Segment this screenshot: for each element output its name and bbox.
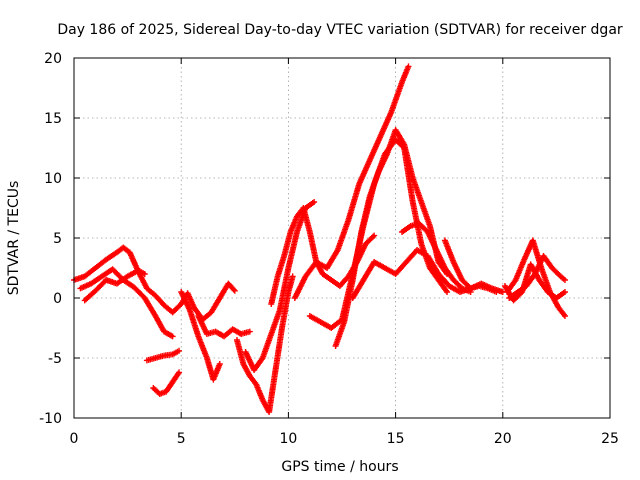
y-tick-labels: -10 -5 0 5 10 15 20 bbox=[39, 51, 62, 427]
data-point-marker bbox=[369, 233, 376, 240]
x-axis-title: GPS time / hours bbox=[281, 459, 398, 475]
x-tick-labels: 0 5 10 15 20 25 bbox=[70, 431, 619, 447]
series-track-f bbox=[178, 289, 223, 383]
series-track-o bbox=[399, 220, 474, 295]
data-point-marker bbox=[176, 347, 183, 354]
y-tick-label: 10 bbox=[44, 171, 62, 187]
data-point-marker bbox=[444, 289, 451, 295]
data-point-marker bbox=[230, 286, 237, 293]
series-track-n bbox=[349, 247, 506, 301]
series-track-q bbox=[504, 237, 568, 319]
series-track-m bbox=[332, 127, 451, 349]
x-tick-label: 0 bbox=[70, 431, 79, 447]
series-track-e bbox=[150, 369, 183, 397]
x-tick-label: 5 bbox=[177, 431, 186, 447]
series-track-h bbox=[233, 273, 296, 415]
y-tick-label: 20 bbox=[44, 51, 62, 67]
axis-ticks bbox=[73, 57, 611, 419]
data-point-marker bbox=[169, 333, 176, 340]
data-point-marker bbox=[561, 289, 568, 295]
x-tick-label: 20 bbox=[494, 431, 512, 447]
y-axis-title: SDTVAR / TECUs bbox=[6, 181, 22, 296]
y-tick-label: -5 bbox=[48, 351, 62, 367]
chart-title: Day 186 of 2025, Sidereal Day-to-day VTE… bbox=[57, 22, 623, 38]
data-point-marker bbox=[231, 287, 238, 294]
x-tick-label: 10 bbox=[279, 431, 297, 447]
y-tick-label: -10 bbox=[39, 411, 62, 427]
series-track-a bbox=[71, 244, 238, 323]
series-track-g bbox=[195, 313, 253, 340]
y-tick-label: 15 bbox=[44, 111, 62, 127]
series-track-p bbox=[441, 237, 500, 295]
x-tick-label: 15 bbox=[387, 431, 405, 447]
data-point-marker bbox=[493, 289, 500, 295]
series-track-d bbox=[143, 347, 183, 364]
series-track-c bbox=[77, 266, 176, 340]
data-point-marker bbox=[561, 313, 568, 319]
series-track-b bbox=[81, 267, 148, 304]
data-points bbox=[71, 63, 568, 415]
data-point-marker bbox=[561, 277, 568, 283]
y-tick-label: 0 bbox=[53, 291, 62, 307]
data-point-marker bbox=[216, 361, 223, 367]
series-track-k bbox=[291, 63, 412, 301]
data-point-marker bbox=[371, 232, 378, 239]
data-point-marker bbox=[289, 273, 296, 280]
series-track-j bbox=[268, 205, 378, 307]
x-tick-label: 25 bbox=[601, 431, 619, 447]
data-point-marker bbox=[311, 199, 318, 205]
data-point-marker bbox=[405, 63, 412, 70]
y-tick-label: 5 bbox=[53, 231, 62, 247]
data-point-marker bbox=[176, 369, 183, 376]
series-track-s bbox=[501, 261, 568, 304]
data-point-marker bbox=[141, 271, 148, 277]
data-point-marker bbox=[246, 328, 253, 335]
